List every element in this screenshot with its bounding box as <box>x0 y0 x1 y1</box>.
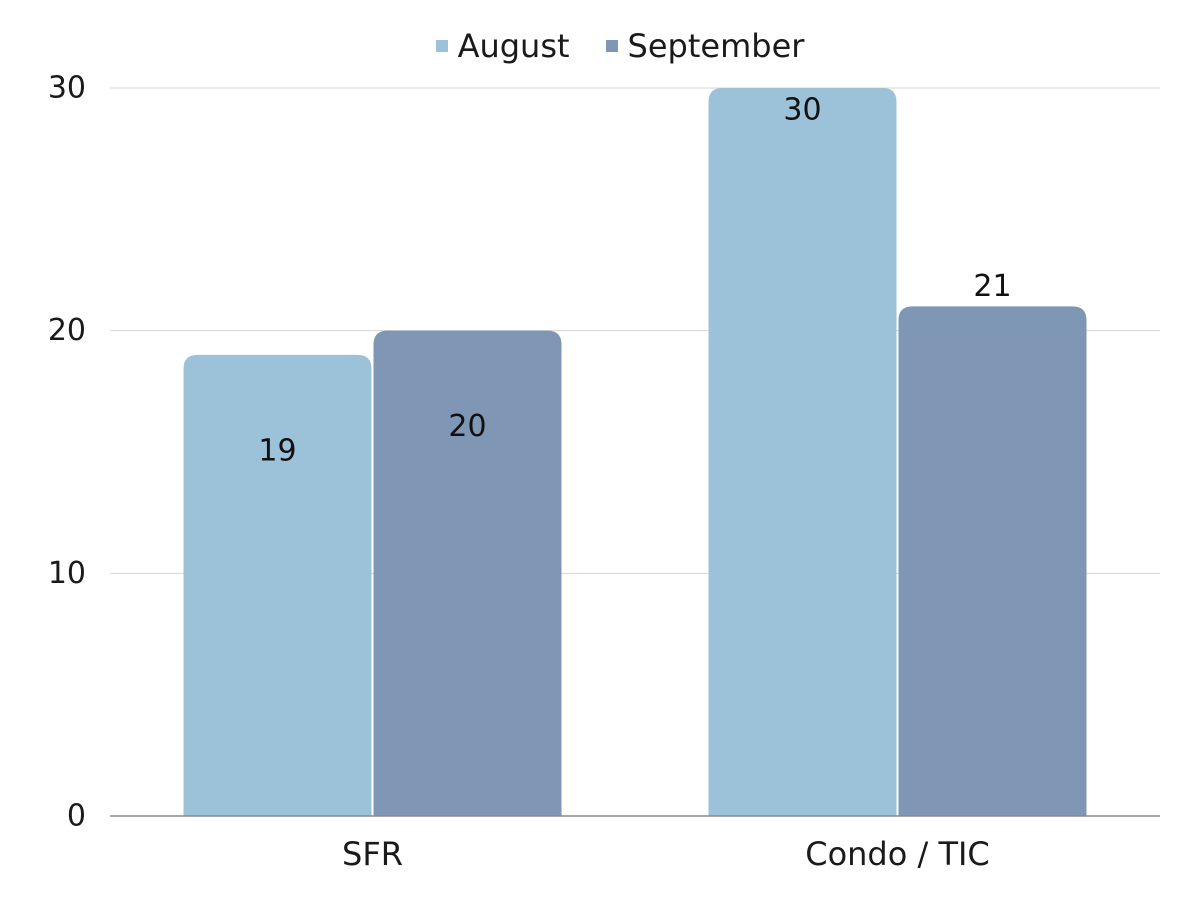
data-label: 21 <box>973 269 1011 304</box>
x-tick-label: SFR <box>342 835 403 873</box>
legend-swatch-august <box>435 40 448 52</box>
data-labels: 19 20 30 21 <box>258 93 1011 469</box>
legend: August September <box>0 26 1200 66</box>
y-tick-label: 0 <box>67 799 86 834</box>
y-tick-label: 30 <box>48 71 86 106</box>
bar-september-0 <box>373 330 562 816</box>
legend-item-september: September <box>605 26 805 66</box>
axes: 0 10 20 30 SFR Condo / TIC <box>48 71 1160 873</box>
legend-label-september: September <box>627 27 805 65</box>
bars <box>183 88 1087 816</box>
legend-label-august: August <box>457 27 570 65</box>
legend-swatch-september <box>605 40 618 52</box>
legend-item-august: August <box>435 26 570 66</box>
bar-august-0 <box>183 354 372 816</box>
y-tick-label: 10 <box>48 556 86 591</box>
bar-august-1 <box>708 88 897 816</box>
y-tick-label: 20 <box>48 313 86 348</box>
data-label: 19 <box>258 433 296 468</box>
data-label: 30 <box>783 93 821 128</box>
x-tick-label: Condo / TIC <box>805 835 990 873</box>
data-label: 20 <box>448 409 486 444</box>
bar-september-1 <box>898 306 1087 816</box>
